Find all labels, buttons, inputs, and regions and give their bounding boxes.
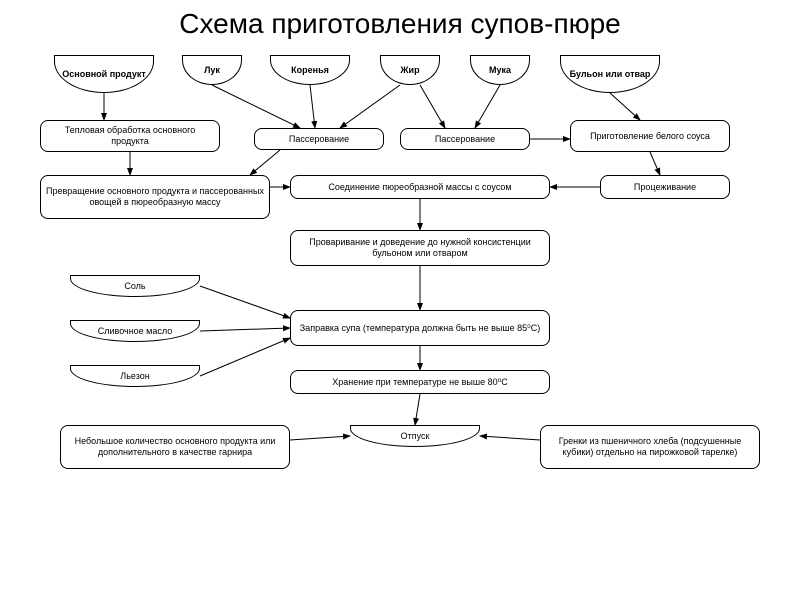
diagram-title: Схема приготовления супов-пюре bbox=[0, 8, 800, 40]
node-roots: Коренья bbox=[270, 55, 350, 85]
edge-onion-to-saute1 bbox=[212, 85, 300, 128]
edge-flour-to-saute2 bbox=[475, 85, 500, 128]
node-saute1: Пассерование bbox=[254, 128, 384, 150]
edge-storage-to-serve bbox=[415, 394, 420, 425]
edge-liaison-to-season bbox=[200, 338, 290, 376]
node-heat_treat: Тепловая обработка основного продукта bbox=[40, 120, 220, 152]
node-main_product: Основной продукт bbox=[54, 55, 154, 93]
edge-salt-to-season bbox=[200, 286, 290, 318]
edge-garnish-to-serve bbox=[290, 436, 350, 440]
node-white_sauce: Приготовление белого соуса bbox=[570, 120, 730, 152]
edge-fat-to-saute1 bbox=[340, 85, 400, 128]
node-croutons: Гренки из пшеничного хлеба (подсушенные … bbox=[540, 425, 760, 469]
node-onion: Лук bbox=[182, 55, 242, 85]
node-butter: Сливочное масло bbox=[70, 320, 200, 342]
node-salt: Соль bbox=[70, 275, 200, 297]
edge-fat-to-saute2 bbox=[420, 85, 445, 128]
node-serve: Отпуск bbox=[350, 425, 480, 447]
node-combine: Соединение пюреобразной массы с соусом bbox=[290, 175, 550, 199]
node-puree_mass: Превращение основного продукта и пассеро… bbox=[40, 175, 270, 219]
edge-saute1-to-puree_mass bbox=[250, 150, 280, 175]
edge-roots-to-saute1 bbox=[310, 85, 315, 128]
edge-croutons-to-serve bbox=[480, 436, 540, 440]
edge-butter-to-season bbox=[200, 328, 290, 331]
node-strain: Процеживание bbox=[600, 175, 730, 199]
node-storage: Хранение при температуре не выше 80⁰С bbox=[290, 370, 550, 394]
node-season: Заправка супа (температура должна быть н… bbox=[290, 310, 550, 346]
node-boil: Проваривание и доведение до нужной конси… bbox=[290, 230, 550, 266]
node-broth: Бульон или отвар bbox=[560, 55, 660, 93]
node-garnish: Небольшое количество основного продукта … bbox=[60, 425, 290, 469]
node-liaison: Льезон bbox=[70, 365, 200, 387]
edge-white_sauce-to-strain bbox=[650, 152, 660, 175]
node-fat: Жир bbox=[380, 55, 440, 85]
node-saute2: Пассерование bbox=[400, 128, 530, 150]
edge-broth-to-white_sauce bbox=[610, 93, 640, 120]
node-flour: Мука bbox=[470, 55, 530, 85]
